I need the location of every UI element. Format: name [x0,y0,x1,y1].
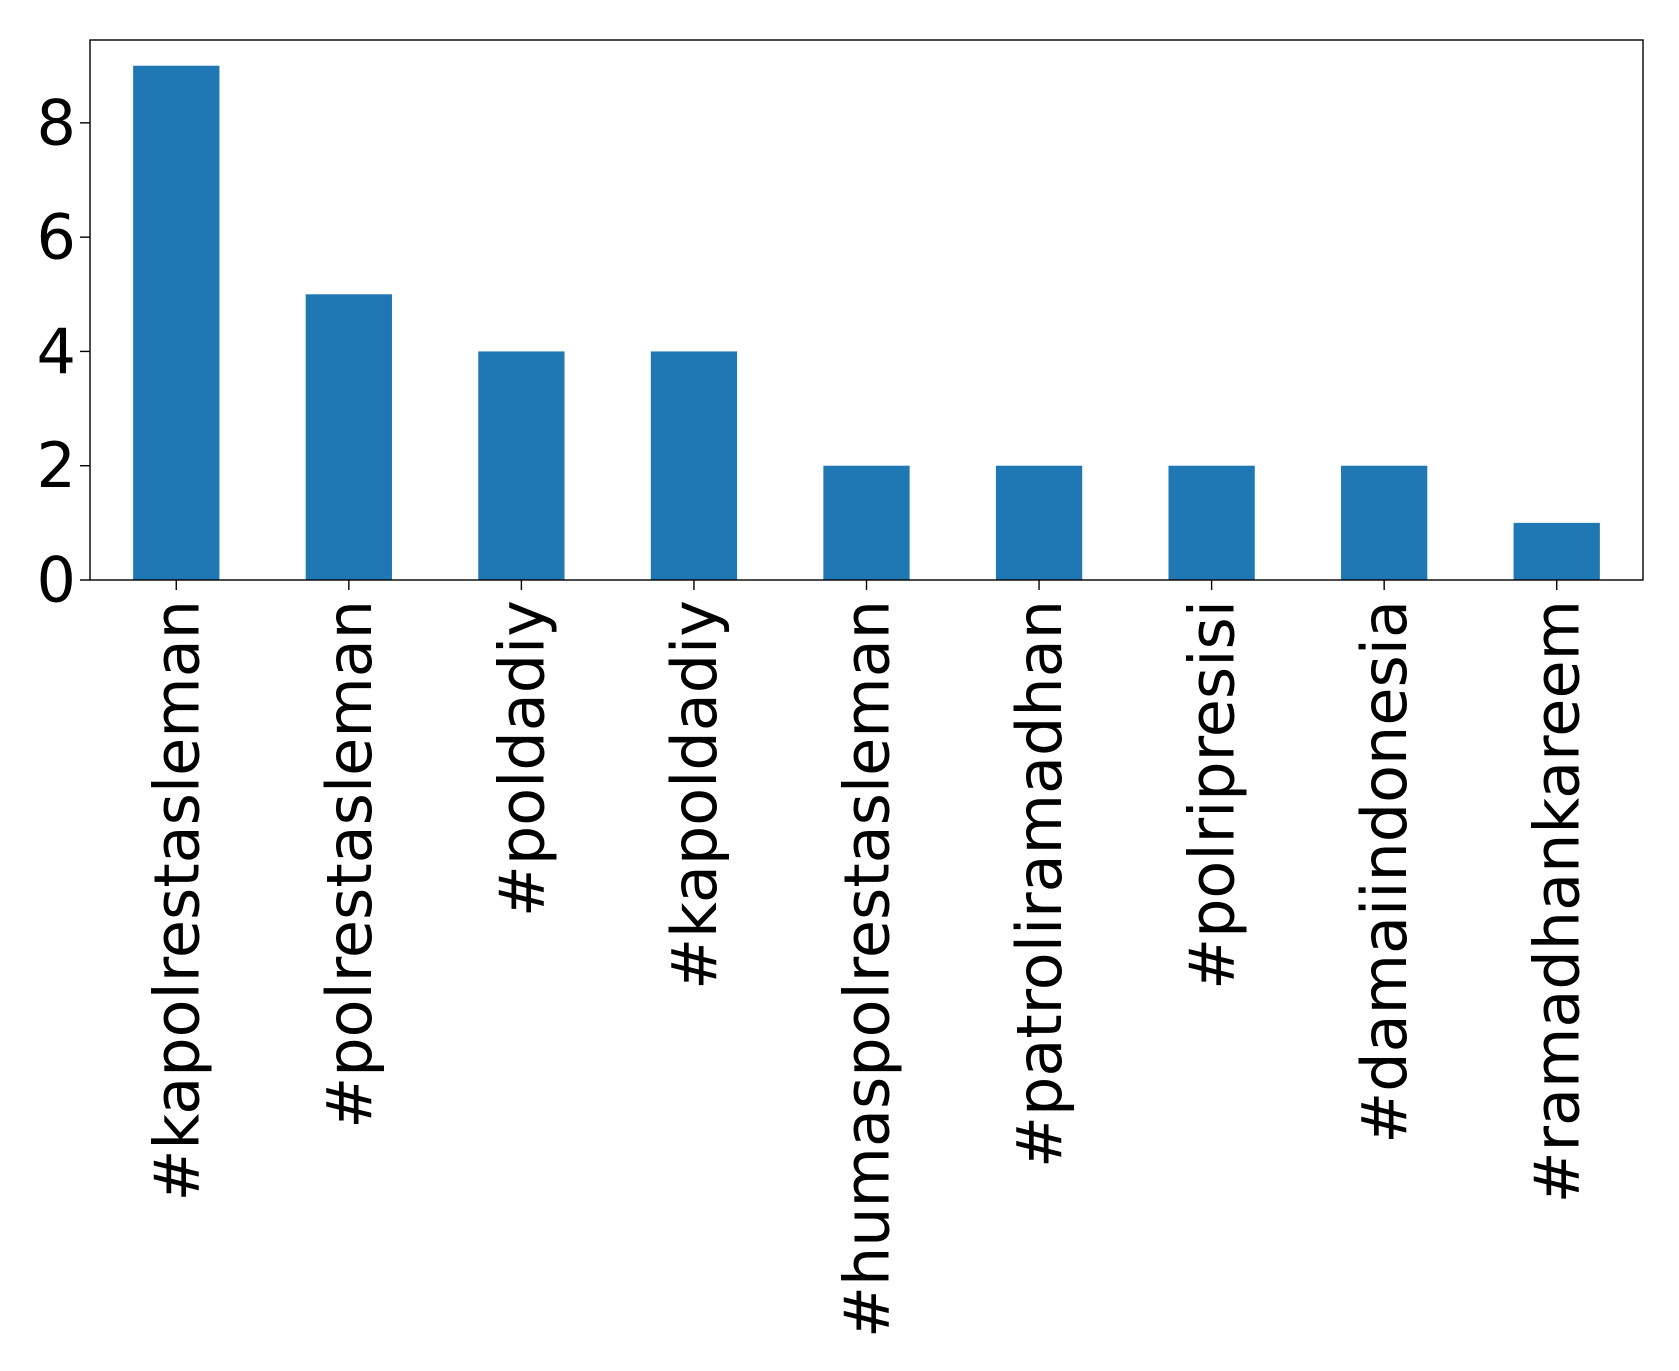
x-tick-label: #humaspolrestasleman [831,600,904,1338]
bars-group [133,65,1600,580]
x-tick-label: #poldadiy [485,600,558,917]
bar-poldadiy [478,351,565,580]
bar-patroliramadhan [995,465,1083,580]
y-tick-label: 4 [37,315,76,388]
x-tick-label: #kapolrestasleman [140,600,213,1202]
x-tick-label: #polrestasleman [313,600,386,1129]
y-tick-label: 0 [37,544,76,617]
bar-polripresisi [1168,465,1255,580]
y-tick-label: 2 [37,429,76,502]
x-tick-label: #damaiindonesia [1348,600,1421,1144]
bar-kapoldadiy [650,351,738,580]
x-tick-label: #ramadhankareem [1521,600,1594,1203]
x-tick-label: #polripresisi [1176,600,1249,990]
bar-damaiindonesia [1341,465,1428,580]
x-tick-label: #patroliramadhan [1003,600,1076,1168]
x-tick-label: #kapoldadiy [658,600,731,990]
y-tick-label: 6 [37,201,76,274]
bar-polrestasleman [305,294,392,580]
y-tick-label: 8 [37,86,76,159]
bar-ramadhankareem [1513,522,1600,580]
plot-frame [89,39,1644,581]
y-axis-ticks: 0 2 4 6 8 [37,86,90,617]
x-axis-ticks: #kapolrestasleman #polrestasleman #poldadi… [140,580,1594,1338]
bar-kapolrestasleman [133,65,220,580]
bar-humaspolrestasleman [823,465,910,580]
